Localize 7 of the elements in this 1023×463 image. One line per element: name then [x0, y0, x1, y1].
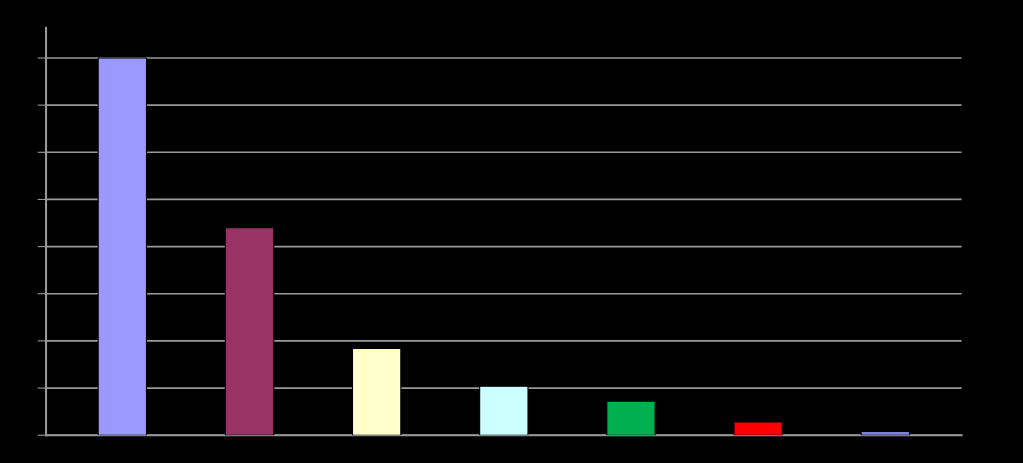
bar [351, 347, 402, 436]
bar [606, 400, 656, 436]
bar [97, 57, 148, 436]
bar [479, 385, 529, 436]
bar [860, 430, 911, 436]
bar [224, 227, 275, 436]
bar [733, 421, 783, 436]
